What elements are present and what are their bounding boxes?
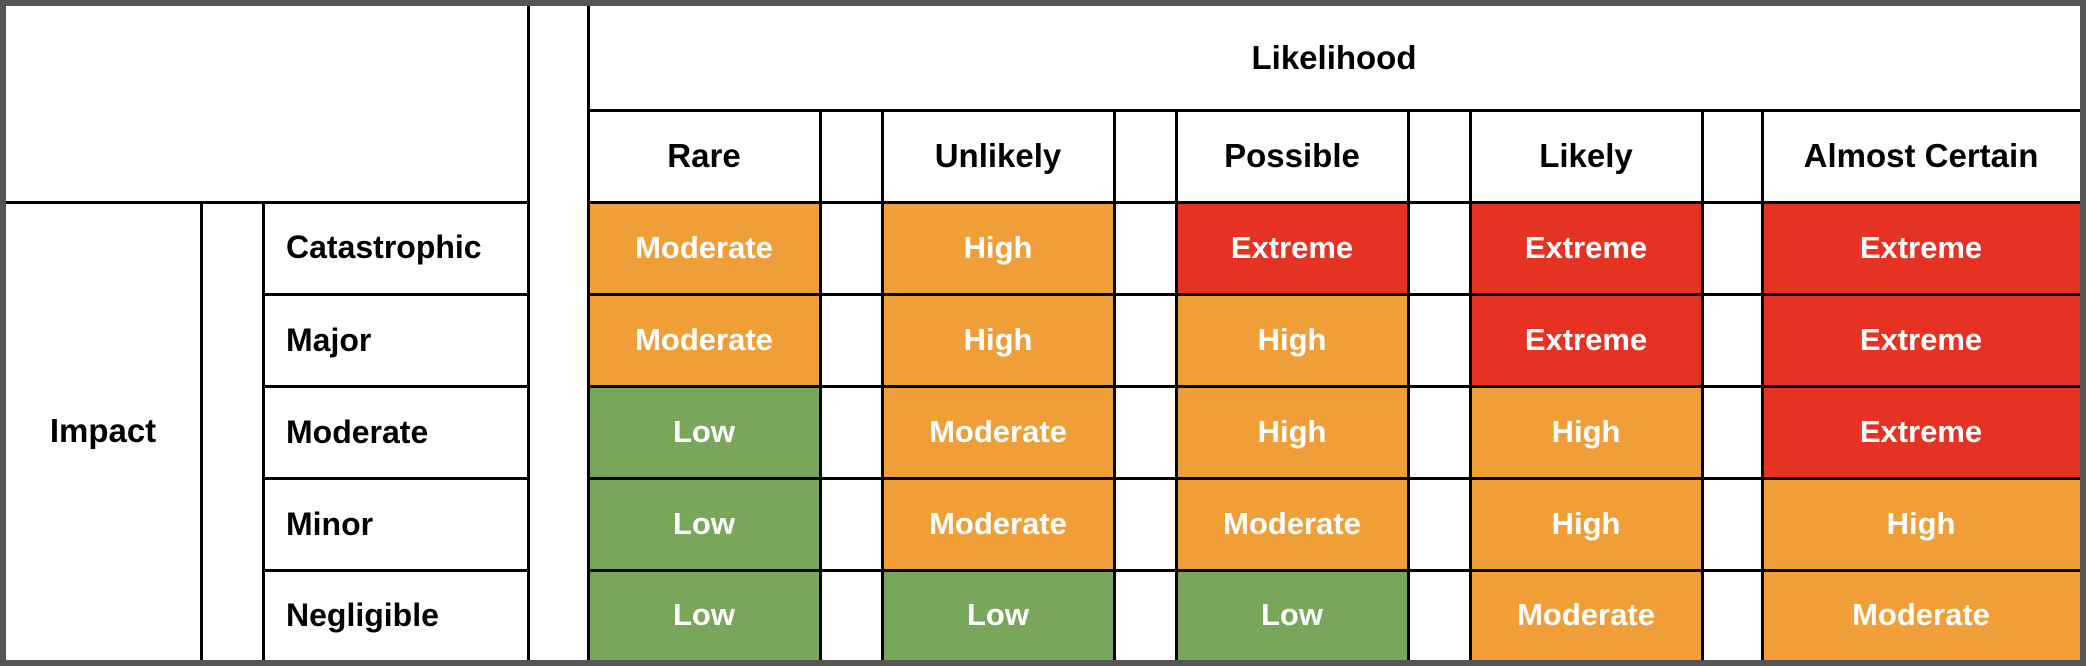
grid-line bbox=[199, 202, 203, 660]
impact-header: Impact bbox=[6, 202, 200, 660]
risk-cell: Low bbox=[882, 570, 1114, 660]
impact-level-negligible: Negligible bbox=[262, 570, 528, 660]
impact-level-catastrophic: Catastrophic bbox=[262, 201, 528, 294]
risk-cell: Low bbox=[588, 570, 820, 660]
grid-line bbox=[588, 384, 2080, 388]
risk-cell: High bbox=[1176, 294, 1408, 386]
likelihood-level-possible: Possible bbox=[1176, 110, 1408, 201]
risk-cell: Moderate bbox=[882, 386, 1114, 478]
grid-line bbox=[588, 108, 2080, 112]
likelihood-level-almost-certain: Almost Certain bbox=[1762, 110, 2080, 201]
risk-cell: Low bbox=[588, 386, 820, 478]
risk-cell: High bbox=[882, 201, 1114, 294]
risk-cell: High bbox=[1762, 478, 2080, 570]
grid-line bbox=[263, 384, 528, 388]
risk-cell: Moderate bbox=[1176, 478, 1408, 570]
impact-level-major: Major bbox=[262, 294, 528, 386]
likelihood-header: Likelihood bbox=[588, 6, 2080, 110]
risk-cell: High bbox=[1176, 386, 1408, 478]
likelihood-level-likely: Likely bbox=[1470, 110, 1702, 201]
grid-line bbox=[588, 476, 2080, 480]
grid-line bbox=[588, 292, 2080, 296]
risk-cell: Extreme bbox=[1470, 201, 1702, 294]
risk-cell: Extreme bbox=[1762, 294, 2080, 386]
risk-cell: Low bbox=[1176, 570, 1408, 660]
impact-level-minor: Minor bbox=[262, 478, 528, 570]
risk-cell: High bbox=[882, 294, 1114, 386]
grid-line bbox=[263, 568, 528, 572]
grid-line bbox=[263, 476, 528, 480]
risk-cell: High bbox=[1470, 478, 1702, 570]
likelihood-level-unlikely: Unlikely bbox=[882, 110, 1114, 201]
grid-line bbox=[586, 6, 590, 660]
likelihood-level-rare: Rare bbox=[588, 110, 820, 201]
grid-line bbox=[6, 200, 528, 204]
risk-cell: Moderate bbox=[1470, 570, 1702, 660]
risk-cell: Moderate bbox=[588, 201, 820, 294]
risk-cell: Extreme bbox=[1762, 386, 2080, 478]
risk-cell: Extreme bbox=[1762, 201, 2080, 294]
grid-line bbox=[263, 292, 528, 296]
impact-level-moderate: Moderate bbox=[262, 386, 528, 478]
grid-line bbox=[526, 6, 530, 660]
risk-cell: High bbox=[1470, 386, 1702, 478]
risk-cell: Moderate bbox=[1762, 570, 2080, 660]
risk-cell: Extreme bbox=[1470, 294, 1702, 386]
grid-line bbox=[588, 568, 2080, 572]
risk-cell: Moderate bbox=[588, 294, 820, 386]
risk-cell: Moderate bbox=[882, 478, 1114, 570]
grid-line bbox=[588, 200, 2080, 204]
grid-line bbox=[261, 202, 265, 660]
risk-cell: Extreme bbox=[1176, 201, 1408, 294]
risk-cell: Low bbox=[588, 478, 820, 570]
